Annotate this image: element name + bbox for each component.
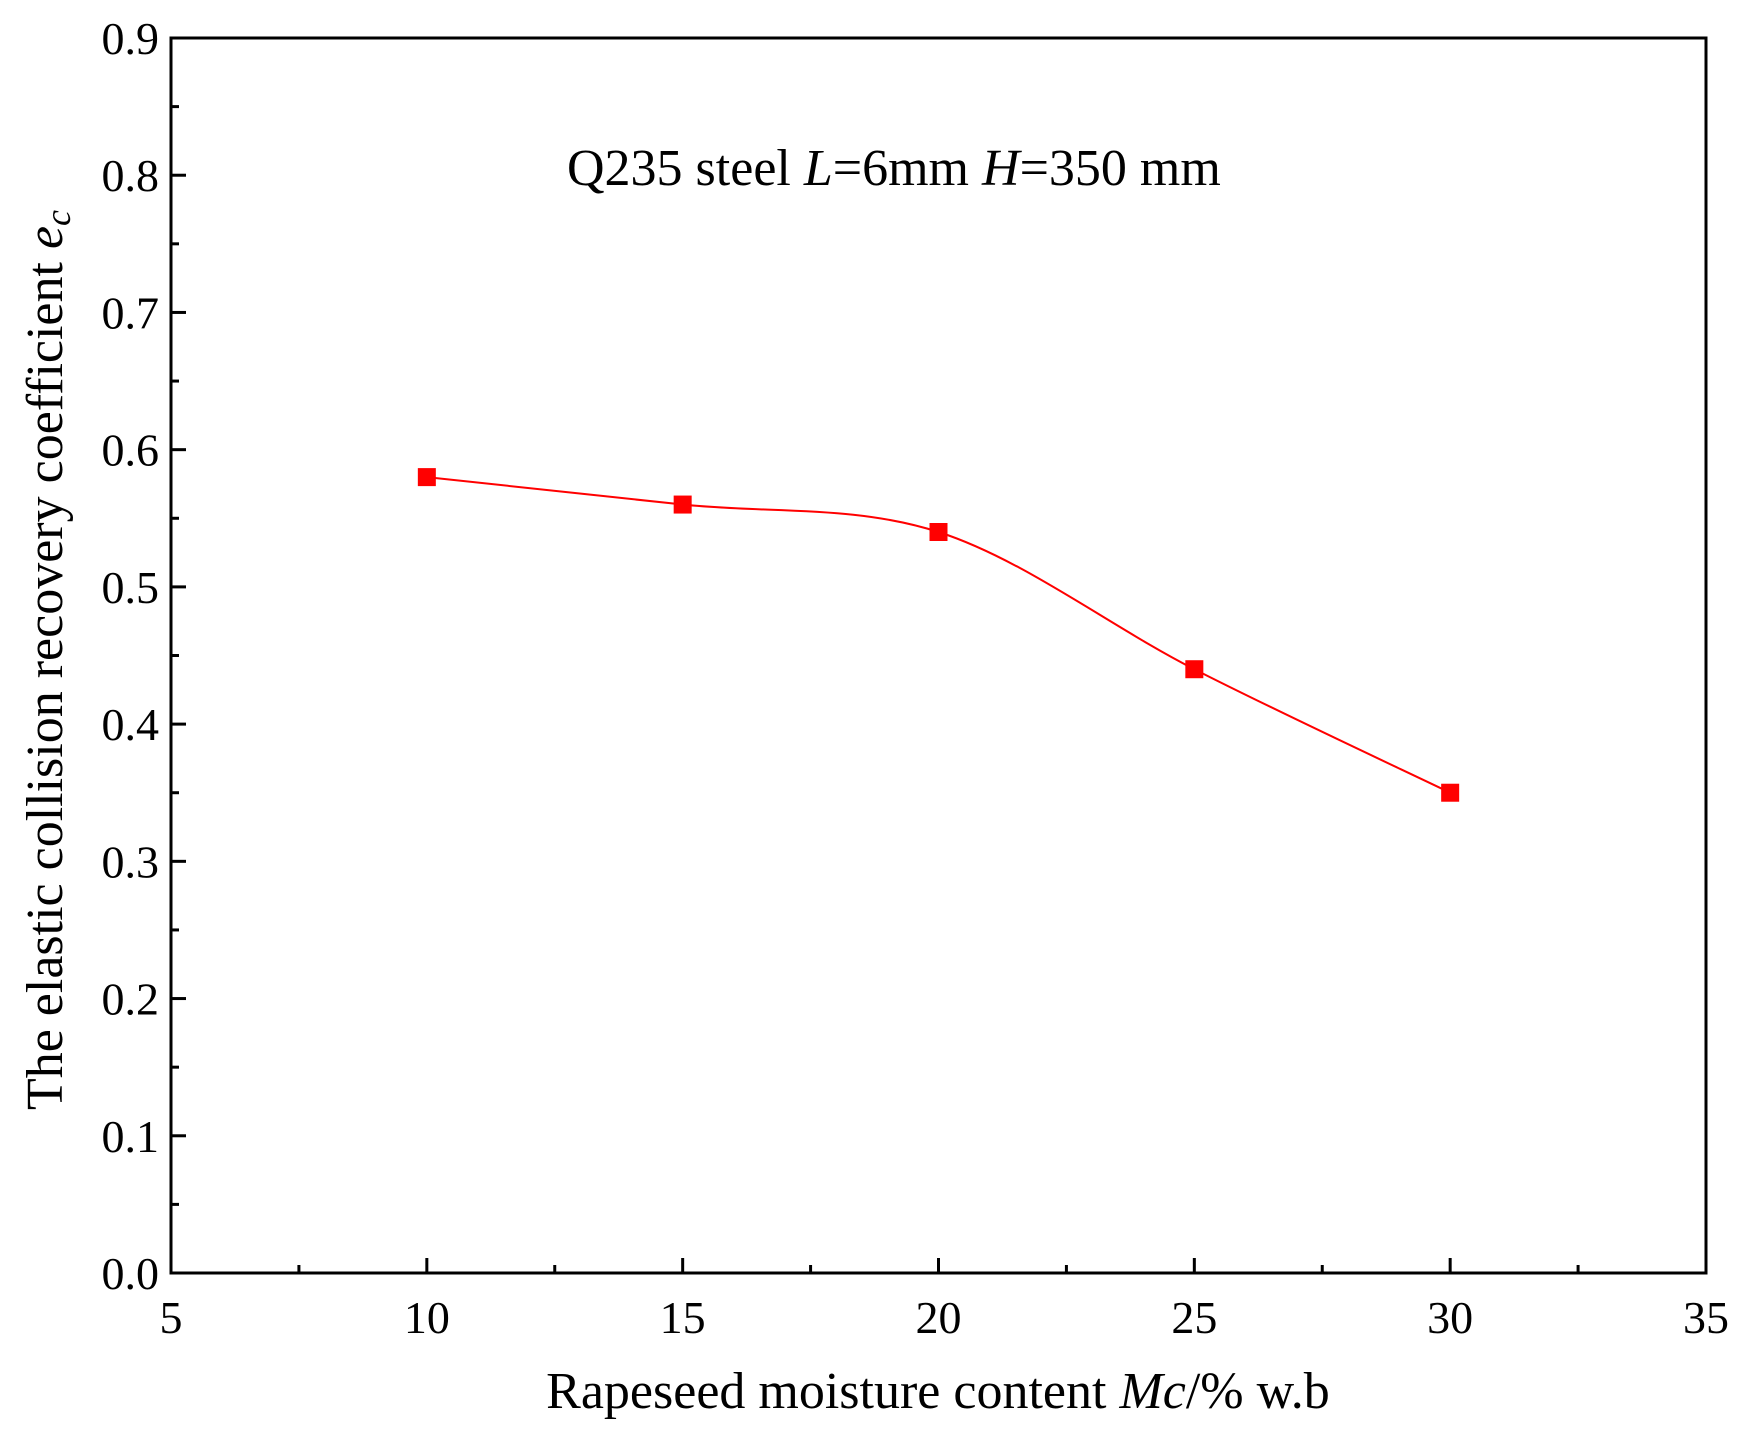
x-tick-label: 10	[404, 1292, 450, 1343]
x-tick-label: 5	[160, 1292, 183, 1343]
x-axis-label-suffix: /% w.b	[1186, 1363, 1330, 1420]
annotation-l-symbol: L	[803, 140, 833, 197]
x-axis-label: Rapeseed moisture content Mc/% w.b	[546, 1363, 1330, 1420]
annotation-h-symbol: H	[981, 140, 1022, 197]
series-layer	[417, 468, 1460, 802]
x-axis-label-text: Rapeseed moisture content	[546, 1363, 1119, 1420]
x-tick-label: 25	[1171, 1292, 1217, 1343]
annotation-prefix: Q235 steel	[567, 140, 804, 197]
y-tick-label: 0.2	[102, 974, 160, 1025]
y-tick-label: 0.1	[102, 1111, 160, 1162]
y-axis-label: The elastic collision recovery coefficie…	[17, 210, 78, 1110]
y-axis-ticks: 0.0 0.1 0.2 0.3 0.4 0.5 0.6 0.7 0.8 0.9	[102, 13, 186, 1299]
data-point-marker	[1185, 660, 1204, 679]
y-axis-label-symbol: e	[17, 226, 74, 249]
x-tick-label: 20	[916, 1292, 962, 1343]
data-point-marker	[417, 468, 436, 487]
y-tick-label: 0.0	[102, 1248, 160, 1299]
y-tick-label: 0.9	[102, 13, 160, 64]
data-point-marker	[673, 495, 692, 514]
y-tick-label: 0.7	[102, 287, 160, 338]
plot-frame	[169, 36, 1708, 1275]
x-axis-label-symbol: Mc	[1118, 1363, 1185, 1420]
y-tick-label: 0.3	[102, 836, 160, 887]
y-tick-label: 0.8	[102, 150, 160, 201]
x-tick-label: 15	[660, 1292, 706, 1343]
y-tick-label: 0.4	[102, 699, 160, 750]
x-tick-label: 35	[1683, 1292, 1729, 1343]
x-tick-label: 30	[1427, 1292, 1473, 1343]
annotation-label: Q235 steel L=6mm H=350 mm	[567, 140, 1221, 197]
y-axis-label-text: The elastic collision recovery coefficie…	[17, 249, 74, 1110]
annotation-h-value: =350 mm	[1020, 140, 1221, 197]
y-axis-label-subscript: c	[38, 210, 78, 226]
x-axis-ticks: 5 10 15 20 25 30 35	[160, 1258, 1729, 1343]
y-tick-label: 0.6	[102, 425, 160, 476]
y-tick-label: 0.5	[102, 562, 160, 613]
data-point-marker	[1441, 783, 1460, 802]
annotation-l-value: =6mm	[833, 140, 982, 197]
data-point-marker	[929, 523, 948, 541]
